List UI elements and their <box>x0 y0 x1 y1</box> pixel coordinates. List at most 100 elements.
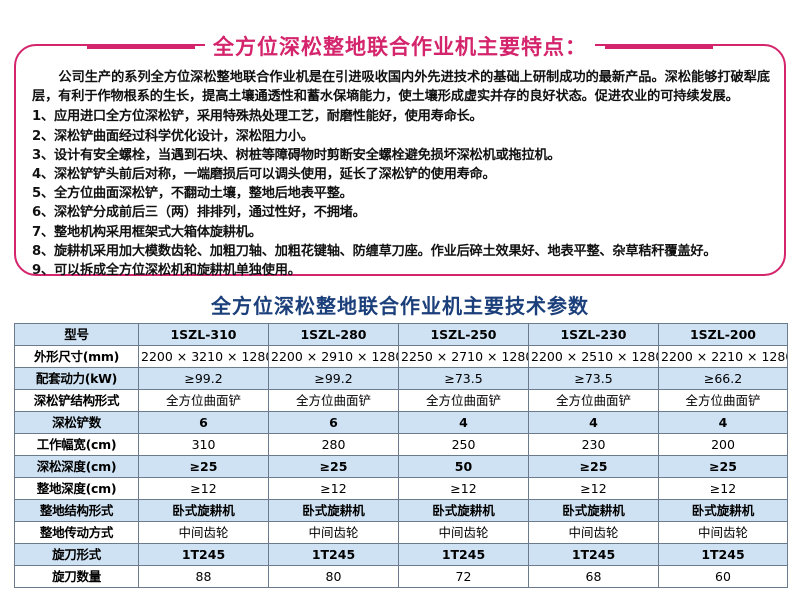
specs-row-label: 整地结构形式 <box>14 499 139 522</box>
specs-table-row: 整地深度(cm) ≥12 ≥12 ≥12 ≥12 ≥12 <box>14 477 788 500</box>
specs-cell: 中间齿轮 <box>268 521 399 544</box>
specs-cell: 1T245 <box>138 543 269 566</box>
feature-item-2: 2、深松铲曲面经过科学优化设计，深松阻力小。 <box>32 128 314 144</box>
specs-cell: 88 <box>138 565 269 588</box>
specs-cell: ≥12 <box>528 477 659 500</box>
specs-table-row: 旋刀数量 88 80 72 68 60 <box>14 565 788 588</box>
feature-item-6: 6、深松铲分成前后三（两）排排列，通过性好，不拥堵。 <box>32 205 366 221</box>
feature-item-8: 8、旋耕机采用加大模数齿轮、加粗刀轴、加粗花键轴、防缠草刀座。作业后碎土效果好、… <box>32 243 717 259</box>
specs-cell: ≥12 <box>268 477 399 500</box>
specs-cell: 310 <box>138 433 269 456</box>
specs-cell: 4 <box>398 411 529 434</box>
specs-cell: 1T245 <box>528 543 659 566</box>
specs-cell: ≥25 <box>528 455 659 478</box>
specs-table-row: 深松铲结构形式 全方位曲面铲 全方位曲面铲 全方位曲面铲 全方位曲面铲 全方位曲面铲 <box>14 389 788 412</box>
specs-table-row: 配套动力(kW) ≥99.2 ≥99.2 ≥73.5 ≥73.5 ≥66.2 <box>14 367 788 390</box>
specs-cell: 2200 × 2510 × 1280 <box>528 345 659 368</box>
specs-cell: ≥12 <box>398 477 529 500</box>
specs-cell: 1T245 <box>398 543 529 566</box>
specs-cell: 卧式旋耕机 <box>268 499 399 522</box>
feature-item-4: 4、深松铲铲头前后对称，一端磨损后可以调头使用，延长了深松铲的使用寿命。 <box>32 167 496 183</box>
specs-cell: 全方位曲面铲 <box>268 389 399 412</box>
feature-item-1: 1、应用进口全方位深松铲，采用特殊热处理工艺，耐磨性能好，使用寿命长。 <box>32 109 483 125</box>
specs-cell: 6 <box>138 411 269 434</box>
specs-table-row: 深松铲数 6 6 4 4 4 <box>14 411 788 434</box>
specs-cell: 4 <box>528 411 659 434</box>
specs-title: 全方位深松整地联合作业机主要技术参数 <box>211 294 589 318</box>
specs-table: 型号 1SZL-310 1SZL-280 1SZL-250 1SZL-230 1SZL-2… <box>14 323 788 588</box>
feature-item-7: 7、整地机构采用框架式大箱体旋耕机。 <box>32 224 262 240</box>
feature-item-3: 3、设计有安全螺栓，当遇到石块、树桩等障碍物时剪断安全螺栓避免损坏深松机或拖拉机… <box>32 147 561 163</box>
specs-cell: 6 <box>268 411 399 434</box>
specs-cell: 280 <box>268 433 399 456</box>
specs-cell: ≥99.2 <box>268 367 399 390</box>
specs-row-label: 整地传动方式 <box>14 521 139 544</box>
specs-cell: 60 <box>658 565 788 588</box>
specs-table-wrapper: 型号 1SZL-310 1SZL-280 1SZL-250 1SZL-230 1SZL-2… <box>14 323 788 588</box>
specs-table-body: 型号 1SZL-310 1SZL-280 1SZL-250 1SZL-230 1SZL-2… <box>14 323 788 588</box>
specs-cell: ≥25 <box>658 455 788 478</box>
specs-cell: 2200 × 3210 × 1280 <box>138 345 269 368</box>
specs-cell: 2250 × 2710 × 1280 <box>398 345 529 368</box>
specs-cell: 中间齿轮 <box>398 521 529 544</box>
specs-cell: 中间齿轮 <box>658 521 788 544</box>
feature-item-5: 5、全方位曲面深松铲，不翻动土壤，整地后地表平整。 <box>32 186 353 202</box>
features-title: 全方位深松整地联合作业机主要特点： <box>205 32 595 62</box>
specs-cell: 全方位曲面铲 <box>528 389 659 412</box>
specs-header-cell-label: 型号 <box>14 323 139 346</box>
specs-cell: 80 <box>268 565 399 588</box>
specs-cell: 2200 × 2210 × 1280 <box>658 345 788 368</box>
specs-table-row: 整地结构形式 卧式旋耕机 卧式旋耕机 卧式旋耕机 卧式旋耕机 卧式旋耕机 <box>14 499 788 522</box>
specs-cell: 2200 × 2910 × 1280 <box>268 345 399 368</box>
specs-cell: 中间齿轮 <box>528 521 659 544</box>
specs-row-label: 深松铲结构形式 <box>14 389 139 412</box>
specs-cell: 卧式旋耕机 <box>138 499 269 522</box>
specs-cell: 1T245 <box>658 543 788 566</box>
features-title-bar: 全方位深松整地联合作业机主要特点： <box>0 31 800 63</box>
features-intro-paragraph: 公司生产的系列全方位深松整地联合作业机是在引进吸收国内外先进技术的基础上研制成功… <box>32 70 770 105</box>
specs-cell: ≥66.2 <box>658 367 788 390</box>
specs-cell: 全方位曲面铲 <box>138 389 269 412</box>
specs-row-label: 旋刀数量 <box>14 565 139 588</box>
specs-header-row: 型号 1SZL-310 1SZL-280 1SZL-250 1SZL-230 1SZL-2… <box>14 323 788 346</box>
specs-cell: 50 <box>398 455 529 478</box>
specs-cell: ≥73.5 <box>528 367 659 390</box>
specs-cell: ≥12 <box>658 477 788 500</box>
features-body: 公司生产的系列全方位深松整地联合作业机是在引进吸收国内外先进技术的基础上研制成功… <box>32 68 770 280</box>
title-rule-right <box>605 45 713 49</box>
specs-table-row: 外形尺寸(mm) 2200 × 3210 × 1280 2200 × 2910 × … <box>14 345 788 368</box>
specs-cell: 230 <box>528 433 659 456</box>
specs-header-cell-model-1: 1SZL-310 <box>138 323 269 346</box>
specs-cell: 卧式旋耕机 <box>658 499 788 522</box>
specs-row-label: 整地深度(cm) <box>14 477 139 500</box>
specs-cell: 全方位曲面铲 <box>658 389 788 412</box>
specs-cell: ≥12 <box>138 477 269 500</box>
specs-row-label: 配套动力(kW) <box>14 367 139 390</box>
specs-header-cell-model-3: 1SZL-250 <box>398 323 529 346</box>
specs-row-label: 旋刀形式 <box>14 543 139 566</box>
specs-cell: ≥99.2 <box>138 367 269 390</box>
title-rule-left <box>87 45 195 49</box>
specs-table-row: 整地传动方式 中间齿轮 中间齿轮 中间齿轮 中间齿轮 中间齿轮 <box>14 521 788 544</box>
specs-row-label: 外形尺寸(mm) <box>14 345 139 368</box>
specs-table-row: 工作幅宽(cm) 310 280 250 230 200 <box>14 433 788 456</box>
specs-cell: 1T245 <box>268 543 399 566</box>
specs-cell: ≥25 <box>268 455 399 478</box>
specs-header-cell-model-5: 1SZL-200 <box>658 323 788 346</box>
feature-item-9: 9、可以拆成全方位深松机和旋耕机单独使用。 <box>32 263 301 279</box>
specs-cell: ≥25 <box>138 455 269 478</box>
specs-row-label: 深松深度(cm) <box>14 455 139 478</box>
specs-cell: 全方位曲面铲 <box>398 389 529 412</box>
specs-cell: 200 <box>658 433 788 456</box>
specs-cell: 中间齿轮 <box>138 521 269 544</box>
specs-cell: 72 <box>398 565 529 588</box>
specs-cell: 卧式旋耕机 <box>398 499 529 522</box>
specs-row-label: 深松铲数 <box>14 411 139 434</box>
specs-row-label: 工作幅宽(cm) <box>14 433 139 456</box>
specs-table-row: 深松深度(cm) ≥25 ≥25 50 ≥25 ≥25 <box>14 455 788 478</box>
specs-table-row: 旋刀形式 1T245 1T245 1T245 1T245 1T245 <box>14 543 788 566</box>
specs-header-cell-model-2: 1SZL-280 <box>268 323 399 346</box>
specs-cell: ≥73.5 <box>398 367 529 390</box>
specs-cell: 卧式旋耕机 <box>528 499 659 522</box>
specs-cell: 68 <box>528 565 659 588</box>
